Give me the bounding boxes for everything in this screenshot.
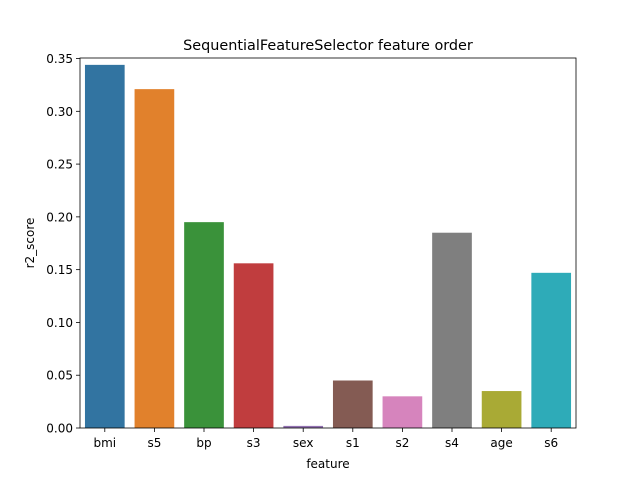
y-tick-label-0.30: 0.30 xyxy=(46,105,73,119)
bar-bmi xyxy=(84,64,125,429)
x-tick-label-s3: s3 xyxy=(247,436,261,450)
x-tick-label-s2: s2 xyxy=(395,436,409,450)
y-axis-ticks: 0.00 0.05 0.10 0.15 0.20 0.25 0.30 0.35 xyxy=(46,52,80,436)
y-tick-label-0.20: 0.20 xyxy=(46,210,73,224)
plot-area-frame xyxy=(79,57,577,429)
chart-title: SequentialFeatureSelector feature order xyxy=(183,38,473,54)
bar-s2 xyxy=(382,396,423,428)
x-tick-label-bp: bp xyxy=(196,436,211,450)
bar-s1 xyxy=(332,380,373,428)
bar-bp xyxy=(184,222,224,428)
x-tick-label-s6: s6 xyxy=(544,436,558,450)
y-tick-label-0.05: 0.05 xyxy=(46,369,73,383)
x-tick-label-s1: s1 xyxy=(346,436,360,450)
y-tick-label-0.00: 0.00 xyxy=(46,422,73,436)
x-tick-label-s5: s5 xyxy=(147,436,161,450)
bar-s6 xyxy=(531,272,572,428)
x-tick-label-sex: sex xyxy=(293,436,314,450)
x-tick-label-bmi: bmi xyxy=(93,436,116,450)
y-tick-label-0.25: 0.25 xyxy=(46,158,73,172)
y-axis-label: r2_score xyxy=(23,218,37,269)
bar-s3 xyxy=(233,263,274,428)
y-tick-label-0.15: 0.15 xyxy=(46,263,73,277)
bar-age xyxy=(481,391,522,428)
x-axis-label: feature xyxy=(306,457,349,471)
bar-s4 xyxy=(432,232,472,428)
bars xyxy=(84,64,572,429)
bar-sex xyxy=(283,425,324,428)
y-tick-label-0.10: 0.10 xyxy=(46,316,73,330)
x-tick-label-age: age xyxy=(490,436,512,450)
y-tick-label-0.35: 0.35 xyxy=(46,52,73,66)
x-axis-ticks: bmi s5 bp s3 sex s1 s2 s4 age s6 xyxy=(93,428,558,450)
x-tick-label-s4: s4 xyxy=(445,436,459,450)
bar-s5 xyxy=(134,89,175,428)
